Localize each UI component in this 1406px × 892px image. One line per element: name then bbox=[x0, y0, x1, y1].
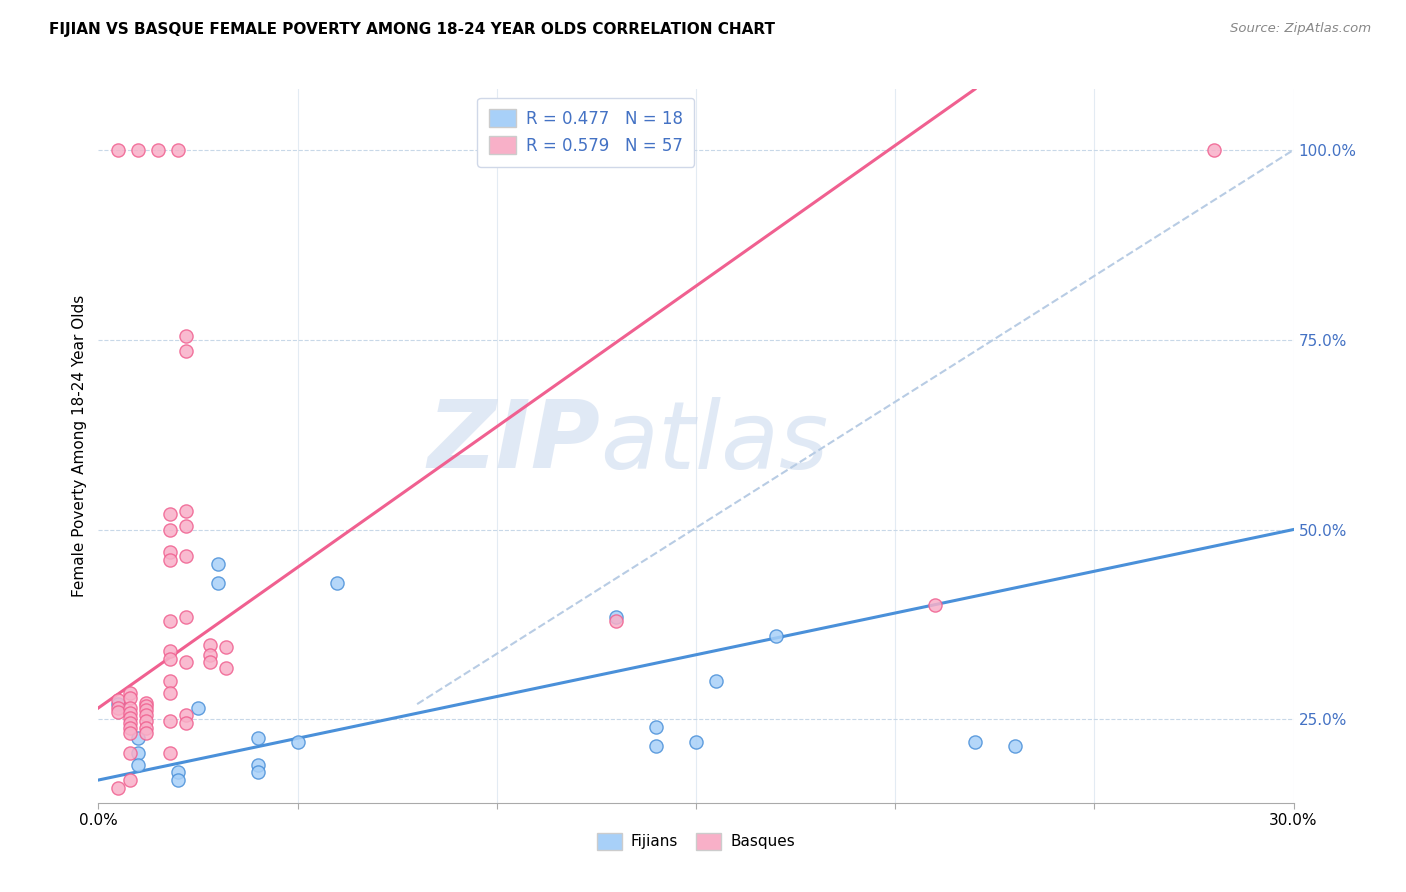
Point bbox=[844, 845, 866, 859]
Point bbox=[167, 765, 190, 780]
Point bbox=[174, 814, 197, 829]
Point bbox=[215, 640, 238, 655]
Point bbox=[167, 772, 190, 787]
Point bbox=[174, 656, 197, 670]
Point bbox=[107, 693, 129, 707]
Point bbox=[174, 609, 197, 624]
Point bbox=[135, 703, 157, 717]
Y-axis label: Female Poverty Among 18-24 Year Olds: Female Poverty Among 18-24 Year Olds bbox=[72, 295, 87, 597]
Point bbox=[127, 757, 149, 772]
Point bbox=[645, 720, 668, 734]
Text: ZIP: ZIP bbox=[427, 396, 600, 489]
Legend: Fijians, Basques: Fijians, Basques bbox=[591, 827, 801, 855]
Point bbox=[287, 735, 309, 749]
Point bbox=[159, 553, 181, 567]
Point bbox=[246, 765, 269, 780]
Point bbox=[159, 545, 181, 559]
Point bbox=[605, 609, 627, 624]
Point bbox=[215, 661, 238, 675]
Point bbox=[174, 549, 197, 563]
Point bbox=[120, 726, 142, 740]
Point bbox=[226, 822, 249, 837]
Point bbox=[254, 834, 277, 848]
Point bbox=[174, 344, 197, 359]
Point bbox=[198, 648, 221, 662]
Point bbox=[120, 701, 142, 715]
Point bbox=[159, 714, 181, 728]
Point bbox=[135, 708, 157, 723]
Point bbox=[159, 644, 181, 658]
Point bbox=[159, 508, 181, 522]
Point bbox=[148, 143, 170, 157]
Point bbox=[605, 614, 627, 628]
Point bbox=[254, 822, 277, 837]
Point bbox=[127, 143, 149, 157]
Point bbox=[167, 143, 190, 157]
Point bbox=[174, 708, 197, 723]
Point bbox=[246, 731, 269, 746]
Point bbox=[159, 747, 181, 761]
Point bbox=[174, 830, 197, 844]
Point bbox=[174, 329, 197, 343]
Point bbox=[135, 726, 157, 740]
Point bbox=[120, 711, 142, 725]
Point bbox=[107, 780, 129, 795]
Point bbox=[120, 747, 142, 761]
Point bbox=[159, 523, 181, 537]
Point bbox=[120, 772, 142, 787]
Point bbox=[207, 575, 229, 590]
Point bbox=[704, 674, 727, 689]
Point bbox=[127, 747, 149, 761]
Point bbox=[120, 706, 142, 721]
Point bbox=[326, 575, 349, 590]
Point bbox=[187, 701, 209, 715]
Point bbox=[127, 731, 149, 746]
Point bbox=[174, 716, 197, 731]
Point bbox=[159, 686, 181, 700]
Point bbox=[1202, 143, 1225, 157]
Point bbox=[120, 722, 142, 736]
Point bbox=[107, 697, 129, 711]
Point bbox=[645, 739, 668, 753]
Point bbox=[135, 696, 157, 710]
Point bbox=[1004, 739, 1026, 753]
Point bbox=[246, 757, 269, 772]
Text: atlas: atlas bbox=[600, 397, 828, 488]
Point bbox=[159, 651, 181, 665]
Point bbox=[135, 722, 157, 736]
Text: FIJIAN VS BASQUE FEMALE POVERTY AMONG 18-24 YEAR OLDS CORRELATION CHART: FIJIAN VS BASQUE FEMALE POVERTY AMONG 18… bbox=[49, 22, 775, 37]
Point bbox=[207, 557, 229, 571]
Point bbox=[107, 143, 129, 157]
Point bbox=[685, 735, 707, 749]
Point bbox=[159, 614, 181, 628]
Point bbox=[159, 674, 181, 689]
Point bbox=[924, 599, 946, 613]
Point bbox=[120, 686, 142, 700]
Point bbox=[174, 518, 197, 533]
Point bbox=[765, 629, 787, 643]
Point bbox=[107, 705, 129, 719]
Point bbox=[120, 691, 142, 706]
Point bbox=[107, 701, 129, 715]
Text: Source: ZipAtlas.com: Source: ZipAtlas.com bbox=[1230, 22, 1371, 36]
Point bbox=[198, 638, 221, 652]
Point bbox=[963, 735, 986, 749]
Point bbox=[174, 503, 197, 517]
Point bbox=[135, 714, 157, 728]
Point bbox=[159, 807, 181, 822]
Point bbox=[120, 716, 142, 731]
Point bbox=[135, 698, 157, 713]
Point bbox=[198, 656, 221, 670]
